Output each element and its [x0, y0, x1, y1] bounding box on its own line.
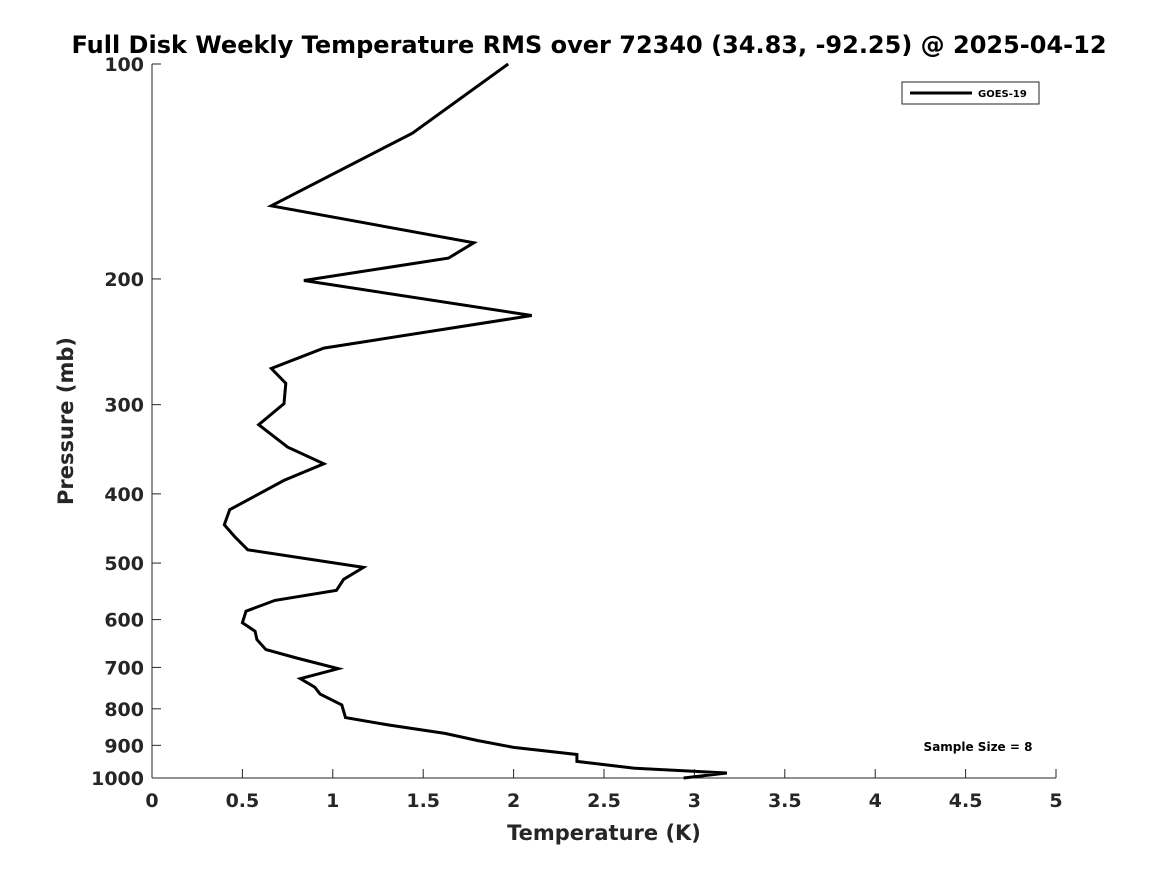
y-tick-label: 300	[104, 395, 144, 417]
y-tick-label: 100	[104, 54, 144, 76]
x-tick-label: 0	[145, 790, 158, 812]
y-tick-label: 500	[104, 553, 144, 575]
axes: 0 0.5 1 1.5 2 2.5 3 3.5 4 4.5 5 100 200 300 400 500 600 7…	[91, 54, 1063, 812]
x-tick-label: 0.5	[226, 790, 260, 812]
x-tick-label: 2	[507, 790, 520, 812]
y-tick-label: 600	[104, 610, 144, 632]
y-tick-label: 800	[104, 699, 144, 721]
x-axis-label: Temperature (K)	[507, 821, 701, 845]
x-tick-label: 1	[326, 790, 339, 812]
x-tick-label: 5	[1049, 790, 1062, 812]
x-tick-label: 4.5	[949, 790, 983, 812]
x-tick-label: 1.5	[406, 790, 440, 812]
x-tick-label: 4	[869, 790, 882, 812]
chart-title: Full Disk Weekly Temperature RMS over 72…	[71, 31, 1106, 59]
y-axis-label: Pressure (mb)	[54, 337, 78, 505]
x-tick-label: 3	[688, 790, 701, 812]
y-tick-label: 900	[104, 735, 144, 757]
series-layer	[222, 62, 728, 780]
y-tick-label: 700	[104, 657, 144, 679]
x-tick-label: 2.5	[587, 790, 621, 812]
y-tick-label: 200	[104, 269, 144, 291]
x-tick-label: 3.5	[768, 790, 802, 812]
series-line-goes-19	[222, 62, 728, 780]
legend: GOES-19	[901, 81, 1040, 105]
sample-size-annotation: Sample Size = 8	[924, 740, 1033, 754]
y-tick-label: 400	[104, 484, 144, 506]
legend-label-goes-19: GOES-19	[978, 89, 1027, 100]
y-tick-label: 1000	[91, 768, 144, 790]
